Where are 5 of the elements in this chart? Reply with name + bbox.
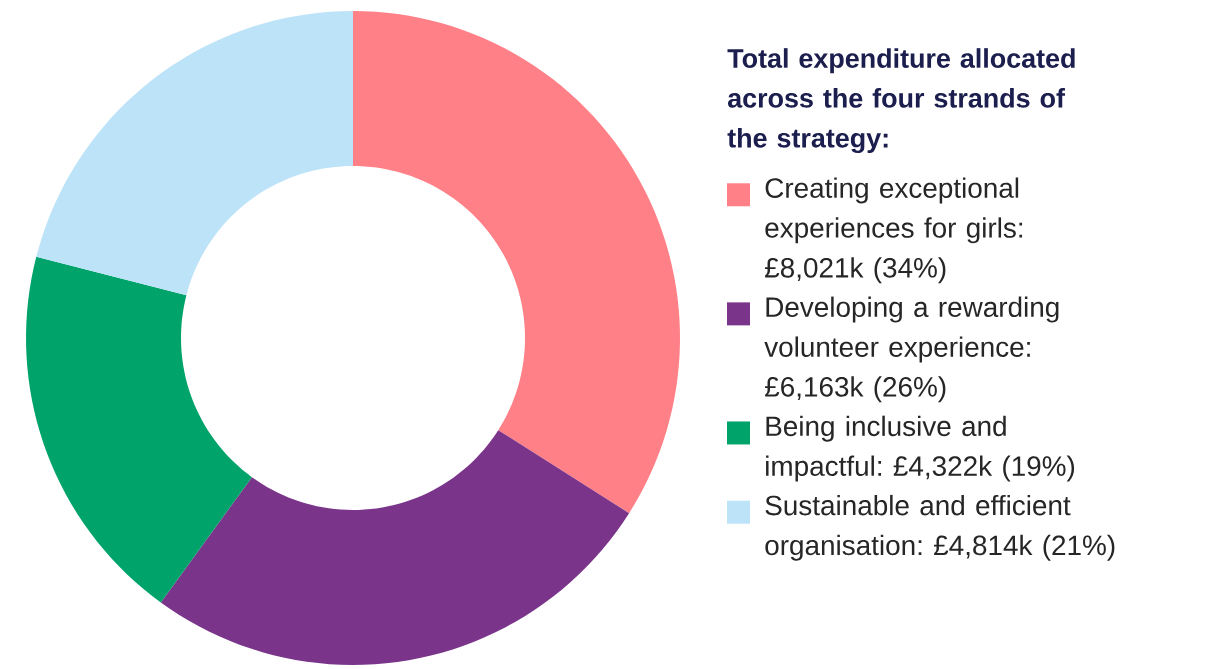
legend-label: Sustainable and efficient organisation: £4,814k (21%) xyxy=(765,494,1115,561)
legend-label: Being inclusive and impactful: £4,322k (19%) xyxy=(766,415,1075,482)
legend-label: Developing a rewarding volunteer experience: £6,163k (26%) xyxy=(764,296,1059,403)
text: Total expenditure allocated across the four strands of the strategy: xyxy=(727,48,1075,154)
legend-label: Creating exceptional experiences for girls: £8,021k (34%) xyxy=(765,177,1023,284)
